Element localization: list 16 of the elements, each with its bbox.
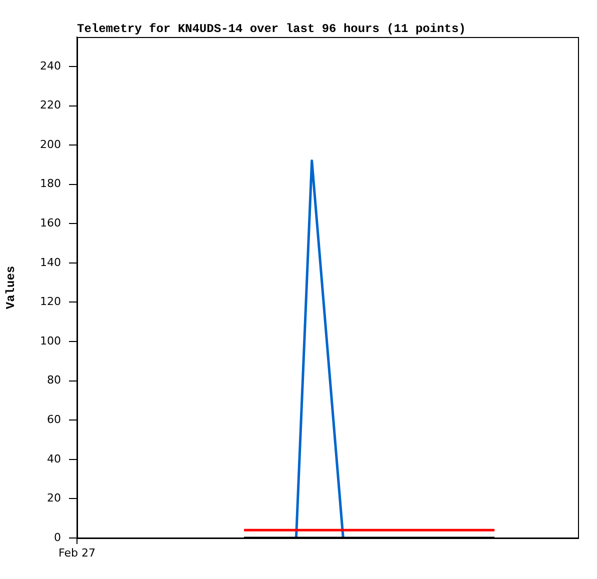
y-tick-label: 0 — [54, 530, 61, 544]
y-tick-label: 60 — [47, 412, 61, 426]
y-tick-label: 100 — [40, 334, 61, 348]
y-tick-label: 200 — [40, 138, 61, 151]
y-tick-label: 220 — [40, 98, 61, 112]
y-tick-label: 180 — [40, 177, 61, 190]
y-tick-label: 80 — [47, 374, 61, 387]
y-tick-label: 120 — [40, 295, 61, 308]
y-axis-title: Values — [4, 266, 18, 310]
y-tick-label: 40 — [47, 452, 61, 466]
y-tick-label: 20 — [47, 492, 61, 505]
y-tick-label: 140 — [40, 256, 61, 269]
y-tick-label: 160 — [40, 216, 61, 230]
y-tick-label: 240 — [40, 59, 61, 72]
x-tick-label: Feb 27 — [58, 546, 96, 560]
chart-title: Telemetry for KN4UDS-14 over last 96 hours (11 points) — [77, 22, 466, 36]
